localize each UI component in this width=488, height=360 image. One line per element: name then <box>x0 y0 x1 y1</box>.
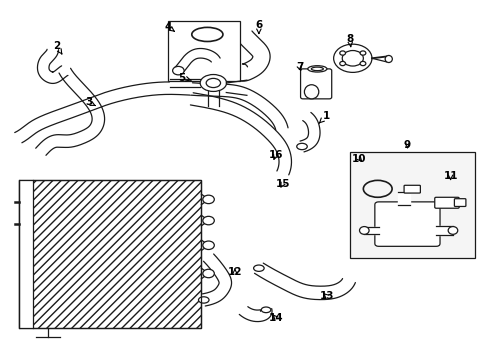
Polygon shape <box>38 49 68 84</box>
FancyBboxPatch shape <box>300 69 331 99</box>
Circle shape <box>342 50 363 66</box>
Text: 6: 6 <box>255 20 262 33</box>
Circle shape <box>339 51 345 55</box>
Circle shape <box>203 241 214 249</box>
FancyBboxPatch shape <box>374 202 439 246</box>
Text: 11: 11 <box>443 171 457 181</box>
Text: 2: 2 <box>53 41 62 54</box>
Bar <box>349 152 473 258</box>
Polygon shape <box>202 254 231 306</box>
Text: 4: 4 <box>164 22 174 32</box>
Circle shape <box>203 269 214 278</box>
Text: 12: 12 <box>227 267 242 277</box>
FancyBboxPatch shape <box>453 199 465 207</box>
Text: 9: 9 <box>403 140 410 150</box>
Circle shape <box>172 66 184 75</box>
Ellipse shape <box>368 184 386 194</box>
Ellipse shape <box>307 66 326 72</box>
Ellipse shape <box>197 31 217 38</box>
Text: 7: 7 <box>295 62 303 72</box>
Ellipse shape <box>198 297 208 303</box>
Ellipse shape <box>363 180 391 197</box>
Text: 8: 8 <box>346 34 353 47</box>
Text: 3: 3 <box>85 98 95 107</box>
Circle shape <box>339 62 345 66</box>
Text: 5: 5 <box>178 73 191 83</box>
Text: 1: 1 <box>319 112 329 123</box>
Bar <box>19 180 33 328</box>
Ellipse shape <box>200 75 226 91</box>
Text: 13: 13 <box>319 292 333 301</box>
Text: 14: 14 <box>268 312 283 323</box>
Circle shape <box>203 216 214 225</box>
Polygon shape <box>231 31 269 81</box>
Polygon shape <box>190 93 291 175</box>
Ellipse shape <box>261 307 270 312</box>
Polygon shape <box>174 49 220 74</box>
Circle shape <box>359 51 365 55</box>
Circle shape <box>359 62 365 66</box>
Polygon shape <box>191 83 287 130</box>
Circle shape <box>333 44 371 72</box>
Circle shape <box>203 195 214 204</box>
Polygon shape <box>36 68 104 155</box>
Polygon shape <box>254 263 355 300</box>
Bar <box>167 21 239 81</box>
FancyBboxPatch shape <box>403 185 420 193</box>
Text: 16: 16 <box>268 150 283 160</box>
Ellipse shape <box>385 55 391 63</box>
FancyBboxPatch shape <box>434 197 458 208</box>
Bar <box>19 180 201 328</box>
Text: 15: 15 <box>275 179 289 189</box>
Ellipse shape <box>447 226 457 234</box>
Polygon shape <box>300 112 320 152</box>
Polygon shape <box>239 307 271 321</box>
Ellipse shape <box>191 27 223 41</box>
Ellipse shape <box>311 67 323 71</box>
Text: 10: 10 <box>351 154 366 164</box>
Ellipse shape <box>304 85 318 99</box>
Ellipse shape <box>206 78 220 87</box>
Bar <box>19 180 201 328</box>
Ellipse shape <box>253 265 264 271</box>
Ellipse shape <box>296 143 306 150</box>
Ellipse shape <box>359 226 368 234</box>
Polygon shape <box>15 82 192 143</box>
